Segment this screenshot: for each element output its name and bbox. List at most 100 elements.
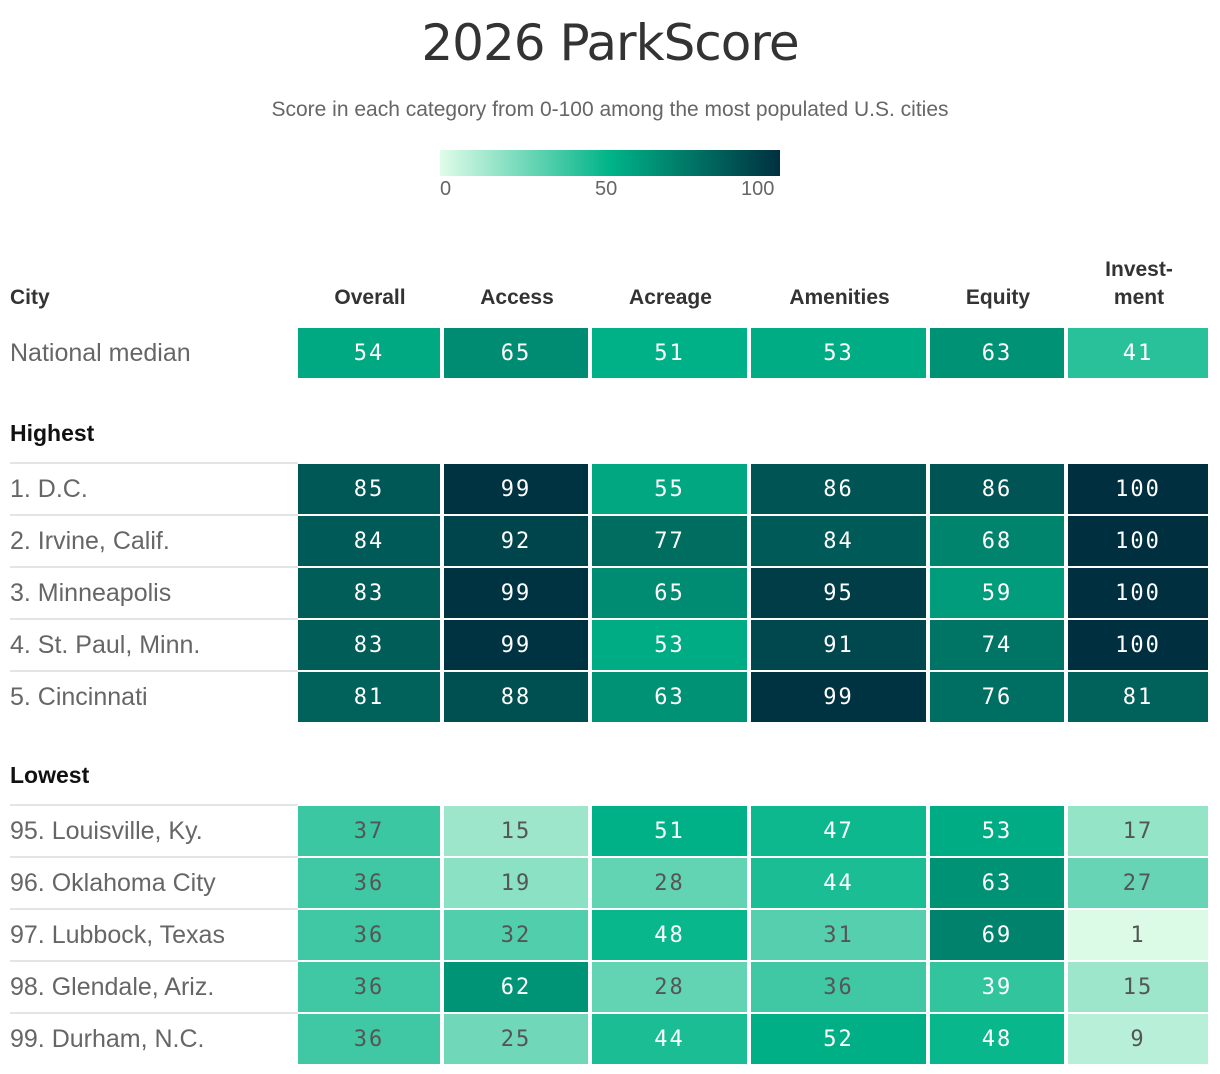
city-row-cell: 27	[1068, 858, 1208, 908]
city-row-label: 97. Lubbock, Texas	[10, 921, 225, 949]
city-row-cell: 100	[1068, 620, 1208, 670]
city-row-cell: 95	[751, 568, 926, 618]
city-row-cell: 36	[298, 962, 440, 1012]
city-row-cell: 83	[298, 568, 440, 618]
city-row-cell: 47	[751, 806, 926, 856]
row-divider	[10, 960, 298, 962]
city-row-cell: 59	[930, 568, 1064, 618]
city-row-cell: 55	[592, 464, 747, 514]
legend-tick-mid: 50	[595, 178, 618, 200]
national-median-label: National median	[10, 339, 191, 367]
city-row-cell: 77	[592, 516, 747, 566]
city-row-cell: 36	[298, 1014, 440, 1064]
city-row-cell: 19	[444, 858, 588, 908]
city-row-cell: 9	[1068, 1014, 1208, 1064]
city-row-cell: 100	[1068, 568, 1208, 618]
city-row-cell: 99	[444, 464, 588, 514]
city-row-cell: 28	[592, 962, 747, 1012]
section-heading-highest: Highest	[10, 420, 95, 446]
row-divider	[10, 856, 298, 858]
city-row-cell: 1	[1068, 910, 1208, 960]
city-row-cell: 69	[930, 910, 1064, 960]
city-row-cell: 39	[930, 962, 1064, 1012]
national-median-cell: 65	[444, 328, 588, 378]
section-heading-lowest: Lowest	[10, 762, 90, 788]
city-row-cell: 100	[1068, 464, 1208, 514]
city-row-cell: 86	[930, 464, 1064, 514]
city-row-cell: 15	[1068, 962, 1208, 1012]
row-divider	[10, 908, 298, 910]
city-row-cell: 36	[751, 962, 926, 1012]
city-row-cell: 74	[930, 620, 1064, 670]
city-row-cell: 85	[298, 464, 440, 514]
city-row-cell: 44	[592, 1014, 747, 1064]
national-median-cell: 41	[1068, 328, 1208, 378]
city-row-label: 95. Louisville, Ky.	[10, 817, 203, 845]
city-row-cell: 88	[444, 672, 588, 722]
city-row-cell: 83	[298, 620, 440, 670]
city-row-label: 4. St. Paul, Minn.	[10, 631, 201, 659]
city-row-label: 96. Oklahoma City	[10, 869, 216, 897]
city-row-cell: 52	[751, 1014, 926, 1064]
color-legend: 0 50 100	[440, 150, 780, 205]
city-row-cell: 51	[592, 806, 747, 856]
city-row-cell: 65	[592, 568, 747, 618]
city-row-cell: 48	[592, 910, 747, 960]
city-row-cell: 53	[592, 620, 747, 670]
city-row-cell: 62	[444, 962, 588, 1012]
city-row-cell: 44	[751, 858, 926, 908]
row-divider	[10, 804, 298, 806]
city-row-label: 2. Irvine, Calif.	[10, 527, 170, 555]
row-divider	[10, 566, 298, 568]
city-row-cell: 36	[298, 858, 440, 908]
row-divider	[10, 514, 298, 516]
column-header-investment: Invest- ment	[1105, 258, 1173, 309]
row-divider	[10, 618, 298, 620]
city-row-cell: 81	[1068, 672, 1208, 722]
city-row-cell: 84	[751, 516, 926, 566]
city-row-cell: 76	[930, 672, 1064, 722]
city-row-cell: 91	[751, 620, 926, 670]
legend-tick-min: 0	[440, 178, 452, 200]
city-row-cell: 84	[298, 516, 440, 566]
city-row-cell: 100	[1068, 516, 1208, 566]
column-header-equity: Equity	[965, 286, 1031, 309]
city-row-cell: 68	[930, 516, 1064, 566]
city-row-cell: 48	[930, 1014, 1064, 1064]
legend-tick-max: 100	[741, 178, 775, 200]
row-divider	[10, 670, 298, 672]
city-row-cell: 53	[930, 806, 1064, 856]
city-row-label: 99. Durham, N.C.	[10, 1025, 205, 1053]
city-row-cell: 99	[444, 568, 588, 618]
city-row-label: 5. Cincinnati	[10, 683, 148, 711]
national-median-cell: 53	[751, 328, 926, 378]
national-median-cell: 51	[592, 328, 747, 378]
city-row-cell: 25	[444, 1014, 588, 1064]
city-row-cell: 99	[751, 672, 926, 722]
chart-subtitle: Score in each category from 0-100 among …	[271, 98, 949, 121]
city-row-cell: 31	[751, 910, 926, 960]
column-header-city: City	[10, 286, 50, 309]
city-row-label: 3. Minneapolis	[10, 579, 172, 607]
column-header-acreage: Acreage	[629, 286, 712, 309]
city-row-label: 1. D.C.	[10, 475, 88, 503]
national-median-cell: 63	[930, 328, 1064, 378]
row-divider	[10, 1012, 298, 1014]
city-row-cell: 28	[592, 858, 747, 908]
city-row-cell: 37	[298, 806, 440, 856]
city-row-cell: 81	[298, 672, 440, 722]
chart-title: 2026 ParkScore	[421, 14, 799, 72]
city-row-cell: 86	[751, 464, 926, 514]
city-row-cell: 17	[1068, 806, 1208, 856]
city-row-cell: 99	[444, 620, 588, 670]
column-header-overall: Overall	[334, 286, 406, 309]
city-row-cell: 92	[444, 516, 588, 566]
city-row-cell: 15	[444, 806, 588, 856]
city-row-cell: 63	[592, 672, 747, 722]
column-header-amenities: Amenities	[789, 286, 890, 309]
legend-gradient-bar	[440, 150, 780, 176]
row-divider	[10, 462, 298, 464]
city-row-label: 98. Glendale, Ariz.	[10, 973, 215, 1001]
city-row-cell: 63	[930, 858, 1064, 908]
